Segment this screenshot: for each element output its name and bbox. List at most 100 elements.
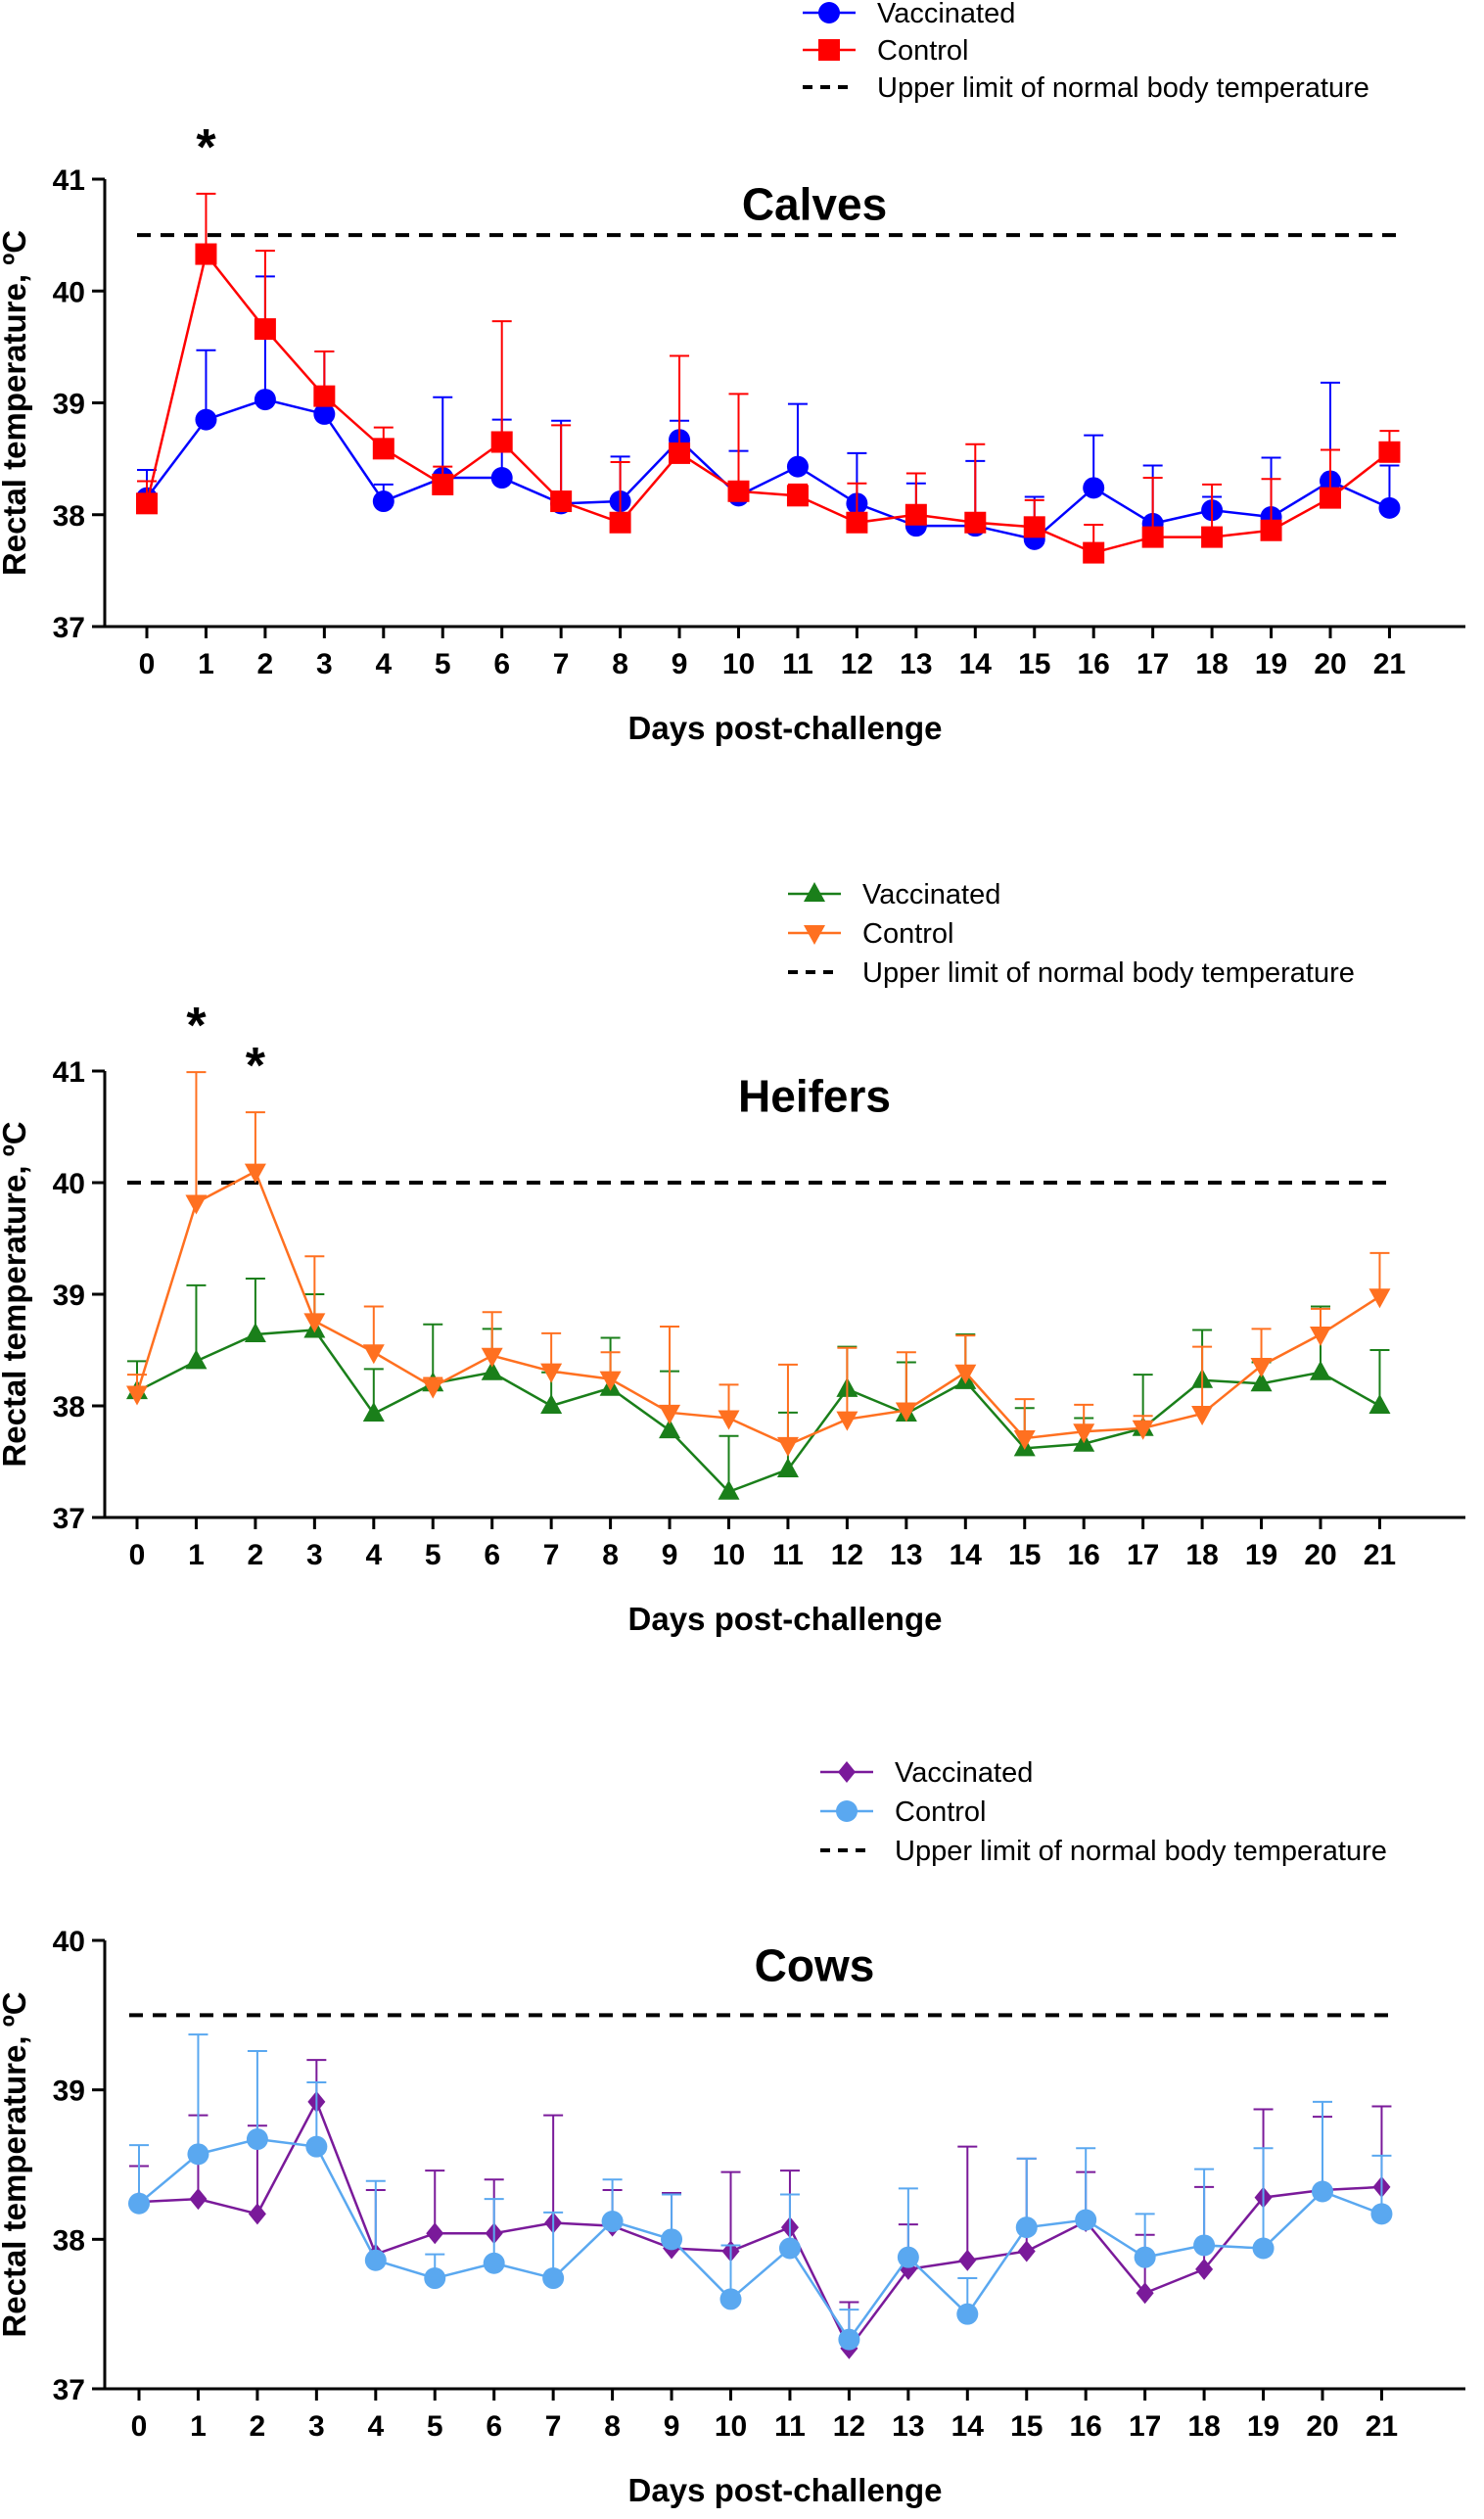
calves-y-tick-label: 41 xyxy=(53,164,85,197)
heifers-series-line xyxy=(135,1169,1381,1447)
cows-data-point xyxy=(1136,2282,1154,2305)
calves-data-point xyxy=(490,467,513,490)
heifers-data-point xyxy=(362,1401,385,1422)
cows-legend-label: Upper limit of normal body temperature xyxy=(895,1836,1387,1867)
calves-data-point xyxy=(195,408,217,431)
heifers-x-tick-label: 5 xyxy=(425,1539,441,1571)
calves-y-axis-title: Rectal temperature, ºC xyxy=(0,230,32,576)
calves-data-point xyxy=(609,511,631,534)
heifers-x-tick-label: 2 xyxy=(248,1539,264,1571)
cows-x-tick-label: 2 xyxy=(250,2410,266,2443)
cows-data-point xyxy=(897,2246,919,2268)
heifers-x-tick-label: 10 xyxy=(713,1539,745,1571)
heifers-x-tick-label: 1 xyxy=(188,1539,205,1571)
heifers-data-point xyxy=(659,1404,681,1424)
heifers-series-control xyxy=(126,1071,1391,1457)
cows-data-point xyxy=(1195,2258,1214,2280)
cows-x-tick-label: 19 xyxy=(1247,2410,1279,2443)
calves-data-point xyxy=(786,455,809,478)
cows-x-tick-label: 10 xyxy=(715,2410,747,2443)
cows-data-point xyxy=(1370,2203,1393,2225)
cows-data-point xyxy=(128,2192,150,2215)
cows-y-tick-label: 40 xyxy=(53,1926,85,1958)
calves-series-line xyxy=(145,251,1391,554)
heifers-legend-marker xyxy=(804,882,825,902)
cows-title: Cows xyxy=(755,1940,875,1991)
heifers-data-point xyxy=(244,1163,266,1184)
heifers-x-tick-label: 6 xyxy=(484,1539,500,1571)
heifers-y-tick-label: 40 xyxy=(53,1168,85,1200)
calves-x-tick-label: 15 xyxy=(1018,648,1050,680)
cows-series-control xyxy=(128,2033,1393,2351)
cows-data-point xyxy=(601,2211,624,2233)
heifers-x-tick-label: 13 xyxy=(890,1539,922,1571)
heifers-data-point xyxy=(362,1344,385,1365)
heifers-data-point xyxy=(1132,1420,1154,1440)
calves-data-point xyxy=(432,473,454,495)
calves-significance-star: * xyxy=(196,119,216,176)
cows-data-point xyxy=(838,2328,860,2351)
heifers-data-point xyxy=(1310,1360,1331,1380)
heifers-data-point xyxy=(954,1364,977,1384)
calves-legend: Vaccinated Control Upper limit of normal b… xyxy=(803,0,1369,104)
cows-legend-label: Control xyxy=(895,1796,987,1828)
calves-legend-marker xyxy=(818,39,840,61)
heifers-x-tick-label: 12 xyxy=(831,1539,863,1571)
calves-data-point xyxy=(1378,496,1401,519)
heifers-data-point xyxy=(1310,1327,1331,1347)
calves-data-point xyxy=(313,385,336,407)
cows-data-point xyxy=(246,2128,268,2151)
calves-x-tick-label: 4 xyxy=(375,648,392,680)
heifers-significance-star: * xyxy=(186,998,207,1054)
cows-y-tick-label: 38 xyxy=(53,2224,85,2257)
cows-data-point xyxy=(1015,2216,1038,2239)
calves-data-point xyxy=(727,480,750,502)
heifers-data-point xyxy=(1013,1430,1036,1451)
heifers-x-tick-label: 17 xyxy=(1127,1539,1159,1571)
calves-data-point xyxy=(1378,441,1401,463)
cows-x-tick-label: 21 xyxy=(1366,2410,1398,2443)
cows-data-point xyxy=(958,2249,977,2271)
calves-x-tick-label: 12 xyxy=(841,648,873,680)
heifers-data-point xyxy=(540,1394,563,1414)
calves-data-point xyxy=(1201,526,1224,548)
calves-x-axis-title: Days post-challenge xyxy=(628,710,943,746)
calves-x-tick-label: 5 xyxy=(435,648,451,680)
heifers-x-tick-label: 0 xyxy=(129,1539,146,1571)
heifers-significance-star: * xyxy=(246,1038,266,1095)
calves-x-tick-label: 1 xyxy=(198,648,214,680)
cows-x-tick-label: 5 xyxy=(427,2410,443,2443)
heifers-data-point xyxy=(481,1347,503,1368)
cows-x-tick-label: 1 xyxy=(190,2410,207,2443)
heifers-legend-label: Upper limit of normal body temperature xyxy=(862,957,1355,989)
calves-data-point xyxy=(1023,516,1045,538)
heifers-y-tick-label: 39 xyxy=(53,1280,85,1312)
cows-data-point xyxy=(719,2288,742,2310)
cows-series-line xyxy=(138,2098,1382,2352)
heifers-series-line xyxy=(136,1329,1381,1494)
heifers-data-point xyxy=(1368,1394,1391,1414)
heifers-data-point xyxy=(718,1479,740,1500)
heifers-data-point xyxy=(1250,1357,1273,1377)
heifers-x-tick-label: 15 xyxy=(1008,1539,1041,1571)
heifers-x-tick-label: 8 xyxy=(602,1539,619,1571)
cows-x-tick-label: 6 xyxy=(486,2410,502,2443)
heifers-data-point xyxy=(185,1194,208,1215)
heifers-data-point xyxy=(540,1363,563,1383)
heifers-data-point xyxy=(776,1457,799,1477)
cows-data-point xyxy=(1252,2237,1275,2260)
heifers-data-point xyxy=(776,1436,799,1457)
cows-data-point xyxy=(1134,2246,1156,2268)
cows-x-tick-label: 16 xyxy=(1070,2410,1102,2443)
heifers-data-point xyxy=(895,1402,917,1423)
heifers-y-tick-label: 38 xyxy=(53,1391,85,1423)
calves-x-tick-label: 7 xyxy=(553,648,570,680)
cows-data-point xyxy=(364,2249,387,2271)
calves-y-tick-label: 37 xyxy=(53,612,85,644)
calves-x-tick-label: 13 xyxy=(900,648,932,680)
cows-legend-marker xyxy=(838,1761,856,1783)
calves-data-point xyxy=(964,511,987,534)
calves-data-point xyxy=(1141,526,1164,548)
calves-data-point xyxy=(313,402,336,425)
